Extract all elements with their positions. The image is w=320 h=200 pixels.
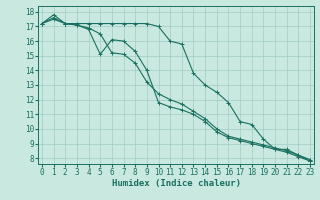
X-axis label: Humidex (Indice chaleur): Humidex (Indice chaleur)	[111, 179, 241, 188]
